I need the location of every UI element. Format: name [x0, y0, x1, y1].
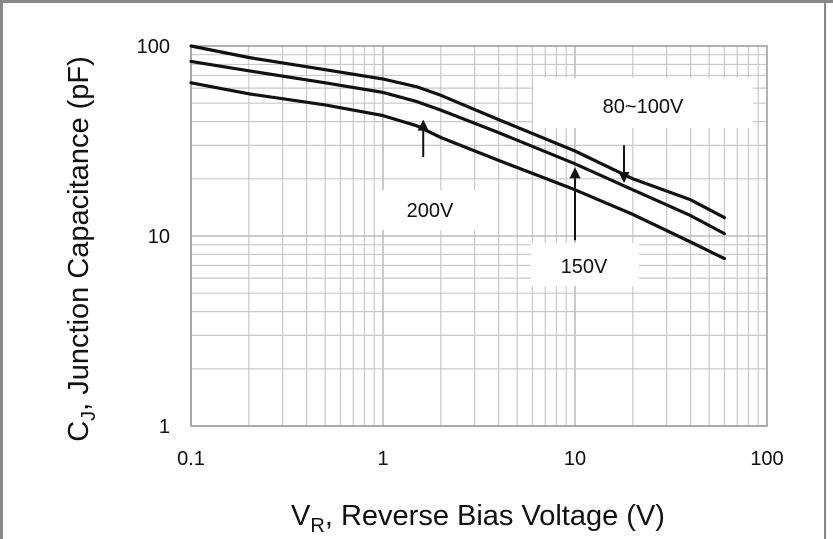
x-axis-label: VR, Reverse Bias Voltage (V)	[291, 500, 665, 537]
arrow-layer	[417, 119, 630, 241]
x-tick-label: 100	[750, 448, 783, 470]
annotation-label-80-100v: 80~100V	[603, 96, 684, 118]
label-box-80-100v	[533, 78, 753, 128]
series-line-200v	[189, 81, 726, 261]
annotation-label-200v: 200V	[407, 200, 454, 222]
label-box-200v	[381, 190, 477, 230]
series-layer	[189, 44, 726, 261]
x-tick-label: 10	[564, 448, 586, 470]
arrow-head-200v	[417, 119, 429, 131]
y-tick-label: 10	[148, 226, 170, 248]
series-line-80-100v	[189, 44, 726, 220]
arrow-head-80-100v	[618, 172, 630, 184]
annotation-label-150v: 150V	[561, 256, 608, 278]
arrow-head-150v	[569, 167, 581, 179]
x-tick-label: 1	[377, 448, 388, 470]
x-tick-label: 0.1	[177, 448, 205, 470]
series-line-150v	[189, 59, 726, 236]
label-box-150v	[531, 243, 639, 286]
y-tick-label: 100	[137, 36, 170, 58]
plot-area-border	[190, 45, 768, 427]
tick-label-layer: 0.1 1 10 100 1 10 100	[137, 36, 784, 470]
y-tick-label: 1	[159, 416, 170, 438]
y-axis-label: CJ, Junction Capacitance (pF)	[63, 56, 100, 442]
